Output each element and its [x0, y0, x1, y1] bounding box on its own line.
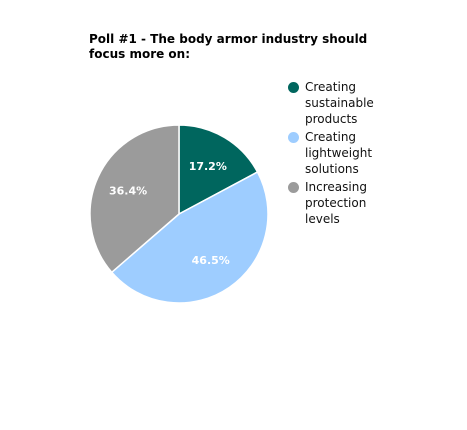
legend-label: Creating sustainable products — [305, 80, 374, 126]
legend-item-lightweight: Creating lightweight solutions — [288, 129, 458, 177]
pie-slice-lightweight — [110, 171, 269, 304]
pie-slice-sustainable — [178, 124, 259, 216]
legend: Creating sustainable products Creating l… — [288, 79, 458, 229]
slice-value-label: 46.5% — [192, 254, 230, 267]
legend-item-sustainable: Creating sustainable products — [288, 79, 458, 127]
legend-swatch — [288, 182, 299, 193]
slice-value-label: 36.4% — [109, 185, 147, 198]
slice-value-label: 17.2% — [189, 160, 227, 173]
legend-label: Creating lightweight solutions — [305, 130, 373, 176]
chart-title: Poll #1 - The body armor industry should… — [89, 32, 368, 61]
legend-swatch — [288, 132, 299, 143]
legend-swatch — [288, 82, 299, 93]
legend-label: Increasing protection levels — [305, 180, 367, 226]
legend-item-protection: Increasing protection levels — [288, 179, 458, 227]
pie-slice-protection — [89, 124, 180, 274]
